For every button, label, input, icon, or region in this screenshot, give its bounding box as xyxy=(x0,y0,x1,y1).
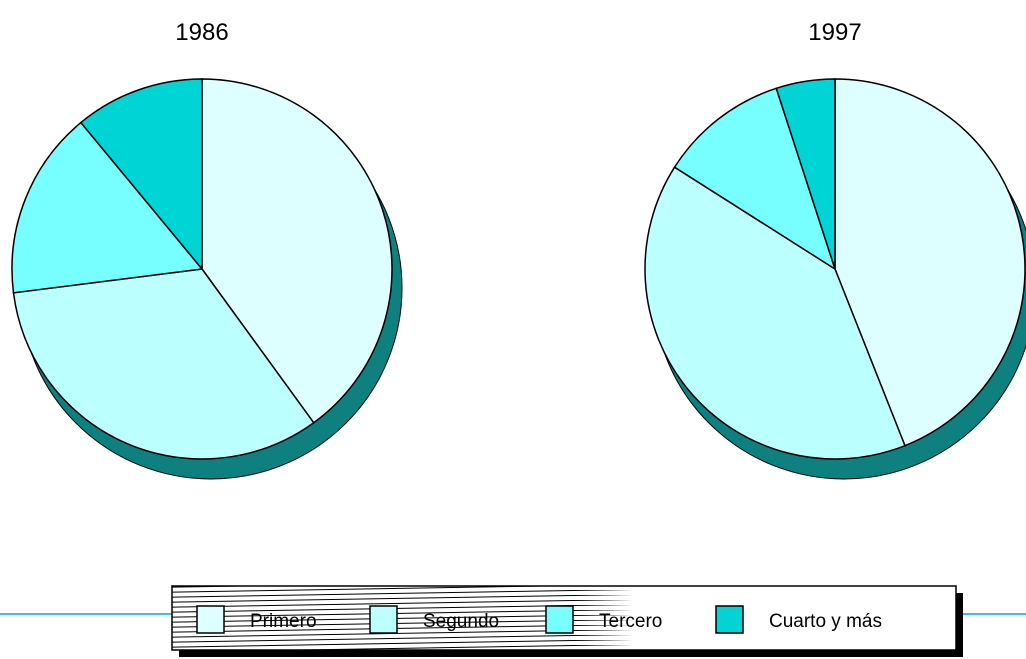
pie-chart-1986 xyxy=(11,78,403,480)
pie-slice-1997-tercero xyxy=(673,87,837,271)
legend-swatch-primero xyxy=(196,605,225,634)
pie-slice-1986-segundo xyxy=(12,268,315,460)
pie-slice-1997-cuarto-y-m-s xyxy=(775,78,836,270)
pie-slice-1997-segundo xyxy=(644,166,906,460)
legend-label-cuarto-y-m-s: Cuarto y más xyxy=(769,611,882,632)
pie-slice-1997-primero xyxy=(834,78,1026,447)
pie-slice-1986-primero xyxy=(201,78,393,424)
pie-title-1997: 1997 xyxy=(808,19,861,46)
legend-swatch-segundo xyxy=(369,605,398,634)
legend: Primero Segundo Tercero Cuarto y más xyxy=(171,585,963,657)
pie-slice-1986-cuarto-y-m-s xyxy=(79,78,203,272)
pie-title-1986: 1986 xyxy=(175,19,228,46)
pie-chart-1997 xyxy=(644,78,1026,480)
pie-slice-1986-tercero xyxy=(11,121,204,294)
legend-label-tercero: Tercero xyxy=(599,611,662,632)
legend-swatch-cuarto-y-m-s xyxy=(715,605,744,634)
legend-label-segundo: Segundo xyxy=(423,611,499,632)
legend-label-primero: Primero xyxy=(250,611,317,632)
legend-swatch-tercero xyxy=(545,605,574,634)
